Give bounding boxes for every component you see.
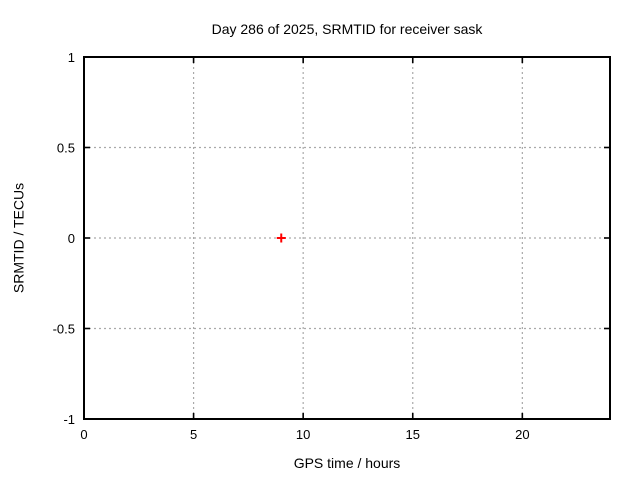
chart-title: Day 286 of 2025, SRMTID for receiver sas…	[211, 21, 483, 37]
y-tick-label: 0	[68, 231, 75, 246]
x-axis-label: GPS time / hours	[293, 455, 401, 471]
x-tick-label: 20	[515, 427, 529, 442]
x-tick-label: 0	[80, 427, 87, 442]
y-tick-label: -0.5	[53, 322, 75, 337]
x-tick-label: 15	[406, 427, 420, 442]
y-tick-label: 1	[68, 50, 75, 65]
x-tick-label: 5	[190, 427, 197, 442]
plot-border	[83, 56, 611, 420]
y-tick-label: 0.5	[57, 141, 75, 156]
y-tick-label: -1	[63, 412, 75, 427]
x-tick-label: 10	[296, 427, 310, 442]
